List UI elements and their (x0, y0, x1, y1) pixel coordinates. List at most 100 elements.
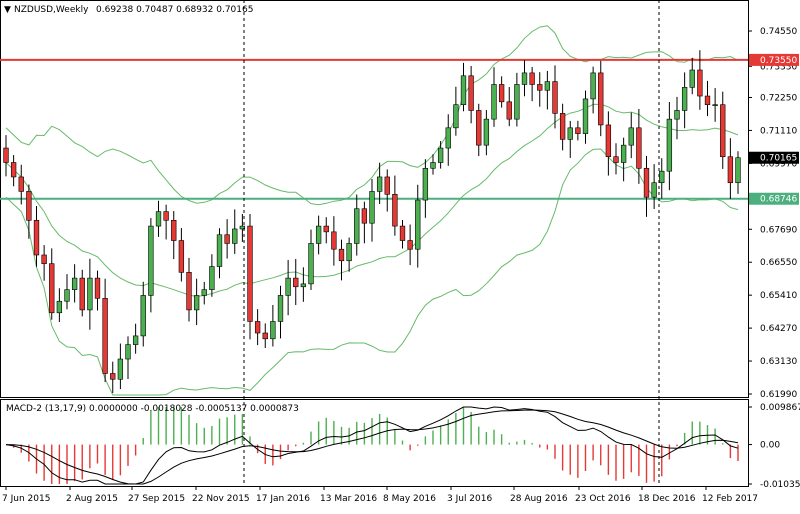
candle-bull (666, 118, 673, 172)
time-tick-label: 27 Sep 2015 (128, 494, 185, 504)
candle-bear (598, 72, 604, 126)
candle-bull (430, 162, 436, 169)
time-tick-label: 28 Aug 2016 (510, 494, 568, 504)
candle-bull (514, 84, 520, 120)
candle-bear (559, 113, 566, 140)
time-tick-label: 17 Jan 2016 (256, 494, 310, 504)
candle-bear (262, 332, 268, 340)
candle-bull (117, 358, 124, 380)
candle-bear (399, 225, 406, 241)
candle-bull (460, 75, 467, 105)
candle-bear (171, 220, 177, 241)
macd-label: MACD-2 (13,17,9) 0.0000000 -0.0018028 -0… (6, 404, 299, 414)
price-tick-label: 0.65410 (760, 291, 797, 301)
candle-bull (232, 228, 238, 244)
candle-bear (79, 277, 85, 311)
candle-bear (102, 298, 108, 374)
candle-bull (64, 289, 70, 302)
candle-bear (331, 231, 337, 250)
candle-bull (689, 69, 695, 88)
price-tick-label: 0.72250 (760, 93, 797, 103)
price-tick-label: 0.61990 (760, 390, 797, 400)
candle-bear (18, 176, 24, 192)
candle-bull (590, 72, 596, 100)
time-axis: 7 Jun 2015 2 Aug 2015 27 Sep 2015 22 Nov 20… (2, 486, 758, 504)
macd-signal-line (5, 409, 739, 485)
candle-bear (636, 127, 642, 169)
candle-bear (293, 277, 299, 288)
candle-bear (10, 162, 17, 178)
candle-bull (132, 335, 139, 345)
candle-bull (277, 295, 284, 322)
candle-bear (552, 81, 558, 114)
candle-bull (369, 191, 375, 224)
current-price-label: 0.70165 (760, 154, 797, 164)
candle-bear (407, 240, 413, 250)
candle-bear (163, 211, 169, 221)
candle-bull (346, 243, 352, 262)
macd-tick-label: 0.00 (760, 441, 780, 451)
candle-bear (468, 75, 474, 111)
candle-bull (140, 295, 146, 337)
candle-bear (384, 176, 390, 195)
candle-bear (605, 124, 612, 158)
candle-bull (239, 225, 246, 230)
candle-bear (498, 84, 505, 103)
candle-bear (26, 191, 32, 221)
candle-bull (315, 225, 322, 244)
candle-bull (521, 72, 528, 85)
candle-bull (544, 81, 551, 91)
price-tick-label: 0.71110 (760, 126, 797, 136)
price-tick-label: 0.74550 (760, 27, 797, 37)
candlesticks (3, 50, 741, 393)
candle-bull (651, 182, 657, 198)
candle-bull (491, 84, 497, 120)
chart-title-arrow-icon: ▼ (4, 5, 11, 15)
candle-bear (110, 373, 116, 380)
level-tag-0 (749, 53, 799, 66)
time-tick-label: 13 Mar 2016 (320, 494, 377, 504)
candle-bull (437, 147, 444, 163)
candle-bear (727, 156, 734, 184)
level-tag-label: 0.73550 (760, 56, 797, 66)
candle-bull (422, 167, 429, 201)
candle-bear (3, 147, 9, 163)
candle-bull (155, 211, 162, 227)
current-price-tag (749, 151, 799, 164)
candle-bull (376, 176, 383, 192)
candle-bear (323, 225, 329, 233)
time-tick-label: 8 May 2016 (383, 494, 436, 504)
price-tick-label: 0.67690 (760, 225, 797, 235)
candle-bear (697, 69, 703, 97)
level-tag-1 (749, 192, 799, 205)
candle-bull (148, 225, 154, 296)
candle-bull (209, 266, 215, 290)
candle-bear (41, 254, 47, 264)
candle-bull (193, 295, 200, 311)
candle-bull (216, 234, 223, 267)
candle-bear (94, 277, 101, 299)
price-axis: 0.745500.733300.722500.711100.699700.688… (748, 27, 799, 400)
candle-bear (476, 110, 482, 146)
candle-bull (415, 199, 421, 250)
candle-bear (392, 193, 398, 227)
candle-bear (720, 104, 726, 158)
candle-bull (735, 157, 741, 184)
level-tag-label: 0.68746 (760, 195, 797, 205)
candle-bull (71, 277, 78, 290)
candle-bear (49, 263, 55, 314)
candle-bear (361, 208, 368, 224)
candle-bear (33, 220, 40, 256)
candle-bear (338, 248, 345, 262)
candle-bull (87, 277, 93, 311)
candle-bear (704, 95, 711, 105)
price-tick-label: 0.73330 (760, 62, 797, 72)
chart-symbol: NZDUSD,Weekly (14, 5, 89, 15)
time-tick-label: 7 Jun 2015 (2, 494, 50, 504)
candle-bull (445, 127, 451, 149)
candle-bull (567, 127, 573, 140)
candle-bear (186, 272, 192, 311)
